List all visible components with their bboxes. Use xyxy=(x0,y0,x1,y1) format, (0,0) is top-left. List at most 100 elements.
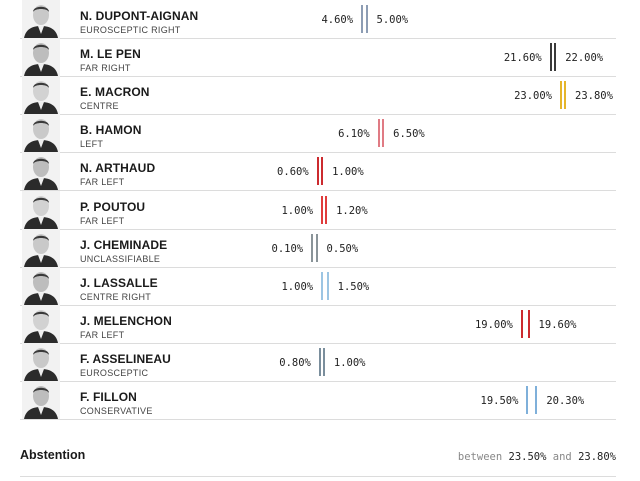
candidate-portrait xyxy=(22,304,60,343)
abstention-and: and xyxy=(552,451,572,463)
candidate-party: CONSERVATIVE xyxy=(80,406,153,416)
range-low-label: 23.00% xyxy=(514,90,552,103)
candidate-row: N. ARTHAUD FAR LEFT 0.60% 1.00% xyxy=(0,152,640,191)
range-high-label: 23.80% xyxy=(575,90,613,103)
range-high-label: 0.50% xyxy=(326,242,359,255)
range-high-mark xyxy=(315,233,318,262)
range-low-mark xyxy=(318,347,321,376)
range-low-label: 4.60% xyxy=(321,14,354,26)
abstention-between: between xyxy=(457,451,503,463)
range-low-mark xyxy=(321,195,324,224)
abstention-low: 23.50% xyxy=(508,451,547,463)
candidate-name: P. POUTOU xyxy=(80,199,146,214)
range-low-label: 19.00% xyxy=(474,318,513,331)
range-low-label: 1.00% xyxy=(281,280,314,293)
range-low-mark xyxy=(321,271,324,300)
candidate-portrait xyxy=(22,0,60,38)
range-high-label: 20.30% xyxy=(546,395,585,407)
candidate-name: E. MACRON xyxy=(80,85,150,100)
range-low-mark xyxy=(560,81,562,110)
range-low-mark xyxy=(311,233,314,262)
range-high-label: 19.60% xyxy=(538,318,577,331)
row-divider xyxy=(20,266,616,268)
candidate-party: FAR RIGHT xyxy=(80,63,131,74)
range-high-mark xyxy=(322,347,325,376)
candidate-name: N. ARTHAUD xyxy=(80,161,156,176)
range-high-label: 1.00% xyxy=(332,166,364,179)
candidate-name: J. LASSALLE xyxy=(80,275,158,290)
row-divider xyxy=(20,76,616,78)
candidate-portrait xyxy=(22,114,60,153)
row-divider xyxy=(20,342,616,344)
candidate-row: F. FILLON CONSERVATIVE 19.50% 20.30% xyxy=(0,381,640,419)
range-low-mark xyxy=(549,43,552,72)
range-low-mark xyxy=(526,386,529,414)
candidate-name: F. FILLON xyxy=(80,390,137,404)
range-low-label: 21.60% xyxy=(503,52,542,65)
abstention-label: Abstention xyxy=(20,448,86,462)
range-high-mark xyxy=(382,119,385,148)
range-low-label: 0.10% xyxy=(271,242,304,255)
bottom-divider xyxy=(20,476,616,477)
candidate-row: E. MACRON CENTRE 23.00% 23.80% xyxy=(0,76,640,115)
range-high-mark xyxy=(365,5,368,33)
range-high-mark xyxy=(527,309,530,338)
candidate-portrait xyxy=(22,38,60,77)
range-low-mark xyxy=(316,157,319,186)
range-high-mark xyxy=(325,195,328,224)
range-low-mark xyxy=(361,5,364,33)
row-divider xyxy=(20,190,616,192)
candidate-row: B. HAMON LEFT 6.10% 6.50% xyxy=(0,114,640,153)
row-divider xyxy=(20,380,616,382)
candidate-party: EUROSCEPTIC xyxy=(80,367,149,378)
candidate-name: J. MELENCHON xyxy=(80,313,172,328)
row-divider xyxy=(20,38,616,39)
candidate-row: M. LE PEN FAR RIGHT 21.60% 22.00% xyxy=(0,38,640,77)
candidate-row: J. MELENCHON FAR LEFT 19.00% 19.60% xyxy=(0,304,640,343)
candidate-portrait xyxy=(22,152,60,191)
candidate-row: J. LASSALLE CENTRE RIGHT 1.00% 1.50% xyxy=(0,266,640,305)
row-divider xyxy=(20,114,616,116)
range-high-mark xyxy=(564,81,566,110)
candidate-name: J. CHEMINADE xyxy=(80,237,168,252)
candidate-portrait xyxy=(22,342,60,381)
range-high-label: 1.50% xyxy=(337,280,370,293)
candidate-row: N. DUPONT-AIGNAN EUROSCEPTIC RIGHT 4.60% 5.… xyxy=(0,0,640,38)
range-high-label: 1.00% xyxy=(333,356,366,369)
candidate-portrait xyxy=(22,266,60,305)
candidate-party: CENTRE RIGHT xyxy=(80,291,152,302)
candidate-portrait xyxy=(22,228,60,267)
abstention-range: between 23.50% and 23.80% xyxy=(458,451,616,463)
range-high-label: 22.00% xyxy=(565,52,604,65)
candidate-party: UNCLASSIFIABLE xyxy=(80,253,161,264)
candidate-row: J. CHEMINADE UNCLASSIFIABLE 0.10% 0.50% xyxy=(0,228,640,267)
range-low-label: 1.00% xyxy=(281,204,314,217)
range-low-label: 19.50% xyxy=(480,395,519,407)
range-high-mark xyxy=(321,157,324,186)
candidate-name: M. LE PEN xyxy=(80,47,141,62)
candidate-party: LEFT xyxy=(80,139,104,150)
range-high-mark xyxy=(326,271,329,300)
range-low-mark xyxy=(520,309,523,338)
candidate-name: B. HAMON xyxy=(80,123,142,138)
candidate-party: FAR LEFT xyxy=(80,177,125,188)
range-low-label: 0.60% xyxy=(277,166,309,179)
candidate-party: CENTRE xyxy=(80,101,119,112)
candidate-name: F. ASSELINEAU xyxy=(80,351,171,366)
row-divider xyxy=(20,228,616,230)
candidate-portrait xyxy=(22,190,60,229)
candidate-name: N. DUPONT-AIGNAN xyxy=(80,9,199,23)
candidate-party: FAR LEFT xyxy=(80,329,125,340)
range-high-label: 6.50% xyxy=(393,128,425,141)
range-high-label: 1.20% xyxy=(336,204,368,217)
range-high-mark xyxy=(554,43,557,72)
candidate-portrait xyxy=(22,381,60,419)
row-divider xyxy=(20,304,616,306)
range-low-mark xyxy=(377,119,380,148)
range-high-mark xyxy=(535,386,538,414)
candidate-row: P. POUTOU FAR LEFT 1.00% 1.20% xyxy=(0,190,640,229)
range-low-label: 0.80% xyxy=(279,356,311,369)
candidate-portrait xyxy=(22,76,60,115)
abstention-high: 23.80% xyxy=(578,451,616,463)
candidate-row: F. ASSELINEAU EUROSCEPTIC 0.80% 1.00% xyxy=(0,342,640,381)
